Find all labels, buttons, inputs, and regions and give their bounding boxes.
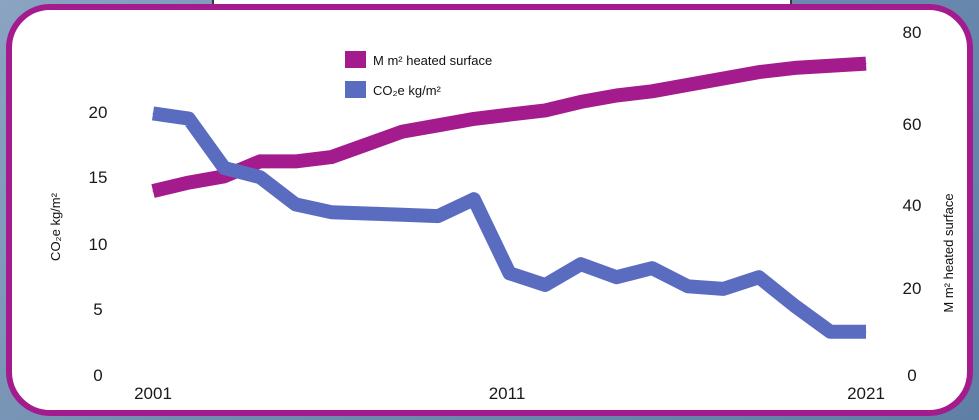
heated-surface-point — [509, 114, 510, 116]
co2e-point — [722, 288, 724, 290]
legend-label-co2e: CO₂e kg/m² — [373, 83, 442, 98]
series-layer — [151, 56, 867, 339]
heated-surface-point — [402, 131, 403, 133]
co2e-point — [651, 267, 653, 269]
right-tick-label: 60 — [903, 115, 922, 134]
co2e-point — [865, 331, 867, 333]
co2e-point — [402, 214, 403, 216]
heated-surface-point — [758, 71, 760, 73]
heated-surface-point — [687, 84, 689, 86]
dual-axis-line-chart: M m² heated surface CO₂e kg/m² CO₂e kg/m… — [48, 23, 956, 403]
right-tick-label: 80 — [903, 23, 922, 42]
left-tick-label: 5 — [93, 300, 102, 319]
co2e-point — [437, 215, 439, 217]
co2e-point — [616, 276, 617, 278]
heated-surface-point — [651, 90, 653, 92]
co2e-point — [544, 284, 546, 286]
co2e-point — [580, 263, 582, 265]
heated-surface-point — [829, 65, 831, 67]
co2e-point — [152, 112, 154, 114]
x-tick-label: 2021 — [847, 384, 885, 403]
right-tick-label: 40 — [903, 196, 922, 215]
left-axis-title: CO₂e kg/m² — [48, 192, 63, 261]
left-tick-label: 10 — [89, 235, 108, 254]
co2e-point — [473, 198, 475, 200]
legend-label-heated-surface: M m² heated surface — [373, 53, 492, 68]
heated-surface-point — [366, 143, 368, 145]
heated-surface-point — [580, 101, 582, 103]
heated-surface-point — [188, 182, 190, 184]
heated-surface-point — [152, 190, 154, 192]
left-tick-label: 0 — [93, 366, 102, 385]
co2e-point — [330, 211, 332, 213]
chart-card: M m² heated surface CO₂e kg/m² CO₂e kg/m… — [6, 4, 973, 416]
co2e-point — [829, 331, 831, 333]
legend-swatch-heated-surface — [345, 51, 366, 68]
heated-surface-point — [722, 78, 724, 79]
heated-surface-point — [437, 124, 439, 126]
heated-surface-point — [295, 160, 297, 162]
co2e-point — [687, 285, 689, 287]
heated-surface-point — [259, 160, 261, 162]
right-axis-title: M m² heated surface — [941, 193, 956, 312]
legend: M m² heated surface CO₂e kg/m² — [345, 51, 492, 98]
series-line-co2e — [151, 106, 866, 339]
co2e-point — [758, 276, 760, 278]
co2e-point — [794, 305, 796, 307]
x-tick-label: 2001 — [134, 384, 172, 403]
co2e-point — [366, 213, 368, 214]
right-tick-label: 20 — [903, 279, 922, 298]
x-tick-label: 2011 — [489, 384, 526, 403]
left-tick-label: 20 — [89, 103, 108, 122]
heated-surface-point — [865, 63, 867, 65]
heated-surface-point — [330, 156, 332, 158]
co2e-point — [188, 118, 190, 120]
co2e-point — [509, 272, 510, 274]
heated-surface-point — [616, 95, 617, 96]
legend-swatch-co2e — [345, 81, 366, 98]
co2e-point — [259, 176, 261, 178]
right-tick-label: 0 — [907, 366, 916, 385]
co2e-point — [223, 167, 225, 169]
heated-surface-point — [544, 109, 546, 111]
heated-surface-point — [473, 118, 475, 120]
heated-surface-point — [223, 175, 225, 177]
left-tick-label: 15 — [89, 168, 108, 187]
co2e-point — [295, 203, 297, 205]
heated-surface-point — [794, 67, 796, 69]
